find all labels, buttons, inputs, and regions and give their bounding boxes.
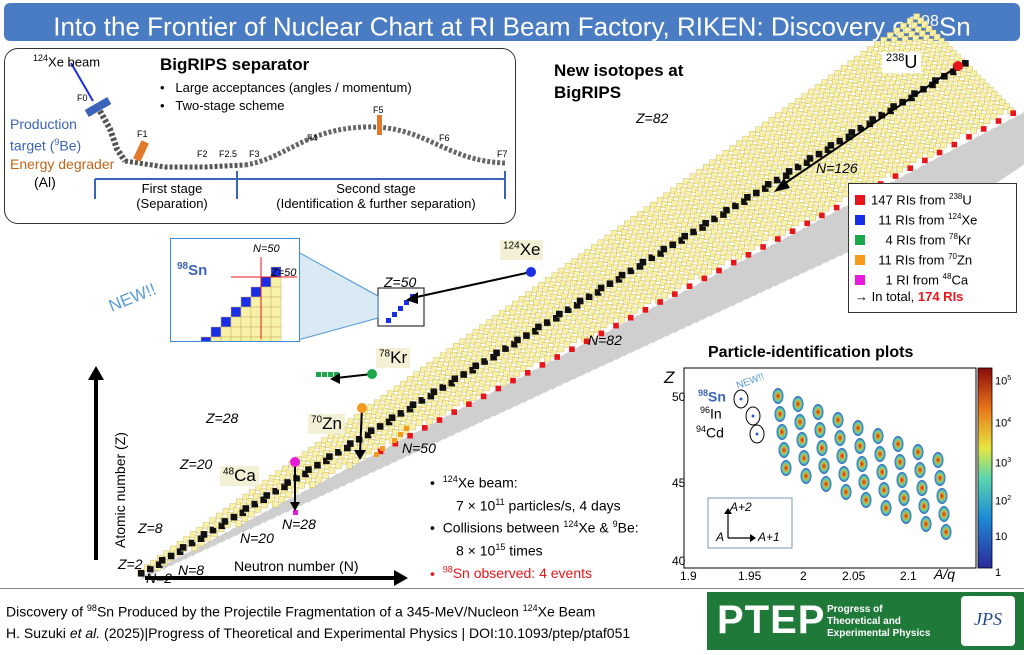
magic-n2: N=2 — [146, 570, 172, 586]
y-axis-label: Atomic number (Z) — [112, 432, 128, 548]
pid-xtick-200: 2 — [800, 569, 807, 583]
magic-z82: Z=82 — [636, 110, 668, 126]
magic-z2: Z=2 — [118, 556, 143, 572]
ca48-label: 48Ca — [220, 466, 259, 486]
magic-n20: N=20 — [240, 530, 274, 546]
magic-n126: N=126 — [816, 160, 858, 176]
legend-item-kr78: 4 RIs from 78Kr — [855, 228, 971, 246]
zn70-beam-marker — [357, 403, 367, 413]
pid-ytick-50: 50 — [672, 390, 685, 404]
inset-sn98-label: 98Sn — [177, 261, 207, 279]
pid-label-cd94: 94Cd — [696, 424, 724, 441]
footer-citation-title: Discovery of 98Sn Produced by the Projec… — [6, 603, 595, 620]
pid-xtick-190: 1.9 — [680, 569, 697, 583]
legend-item-xe124: 11 RIs from 124Xe — [855, 208, 977, 226]
xe124-arrow — [412, 272, 531, 298]
pid-ytick-40: 40 — [672, 554, 685, 568]
magic-n28: N=28 — [282, 516, 316, 532]
legend-total: → In total, 174 RIs — [855, 288, 963, 306]
magic-n82: N=82 — [588, 332, 622, 348]
kr78-label: 78Kr — [376, 348, 410, 368]
inset-n50: N=50 — [253, 243, 280, 255]
jps-logo: JPS — [961, 596, 1015, 646]
pid-label-sn98: 98Sn — [698, 388, 726, 405]
experiment-conditions: • 124Xe beam: 7 × 1011 particles/s, 4 da… — [430, 470, 639, 583]
xe124-beam-marker — [526, 267, 536, 277]
pid-heading: Particle-identification plots — [708, 344, 913, 362]
pid-ytick-45: 45 — [672, 476, 685, 490]
pid-xtick-210: 2.1 — [900, 569, 917, 583]
legend-item-u238: 147 RIs from 238U — [855, 188, 972, 206]
pid-arrow-a1: A+1 — [758, 530, 780, 544]
magic-z20: Z=20 — [180, 456, 212, 472]
kr78-arrow — [336, 374, 372, 378]
legend: 147 RIs from 238U 11 RIs from 124Xe 4 RI… — [848, 183, 1017, 313]
footer-citation-ref: H. Suzuki et al. (2025)|Progress of Theo… — [6, 625, 630, 641]
pid-arrow-a2: A+2 — [730, 500, 752, 514]
kr78-beam-marker — [367, 369, 377, 379]
xe124-label: 124Xe — [500, 240, 543, 260]
inset-connector — [298, 252, 378, 340]
sn98-inset: 98Sn N=50 Z=50 — [170, 238, 300, 342]
zn70-label: 70Zn — [308, 414, 345, 434]
pid-xtick-205: 2.05 — [842, 569, 865, 583]
magic-z8: Z=8 — [138, 520, 163, 536]
magic-z28: Z=28 — [206, 410, 238, 426]
colorbar — [978, 368, 992, 568]
legend-item-ca48: 1 RI from 48Ca — [855, 268, 968, 286]
magic-n8: N=8 — [178, 562, 204, 578]
magic-n50: N=50 — [402, 440, 436, 456]
magic-z50: Z=50 — [384, 274, 416, 290]
legend-item-zn70: 11 RIs from 70Zn — [855, 248, 972, 266]
pid-label-in96: 96In — [700, 405, 722, 422]
u238-beam-marker — [953, 61, 963, 71]
x-axis-label: Neutron number (N) — [234, 558, 359, 574]
pid-xtick-195: 1.95 — [738, 569, 761, 583]
inset-z50: Z=50 — [271, 267, 296, 279]
pid-ylabel: Z — [664, 368, 674, 388]
u238-label: 238U — [882, 52, 921, 73]
pid-arrow-a: A — [716, 530, 724, 544]
ca48-beam-marker — [290, 457, 300, 467]
pid-xlabel: A/q — [934, 566, 955, 582]
